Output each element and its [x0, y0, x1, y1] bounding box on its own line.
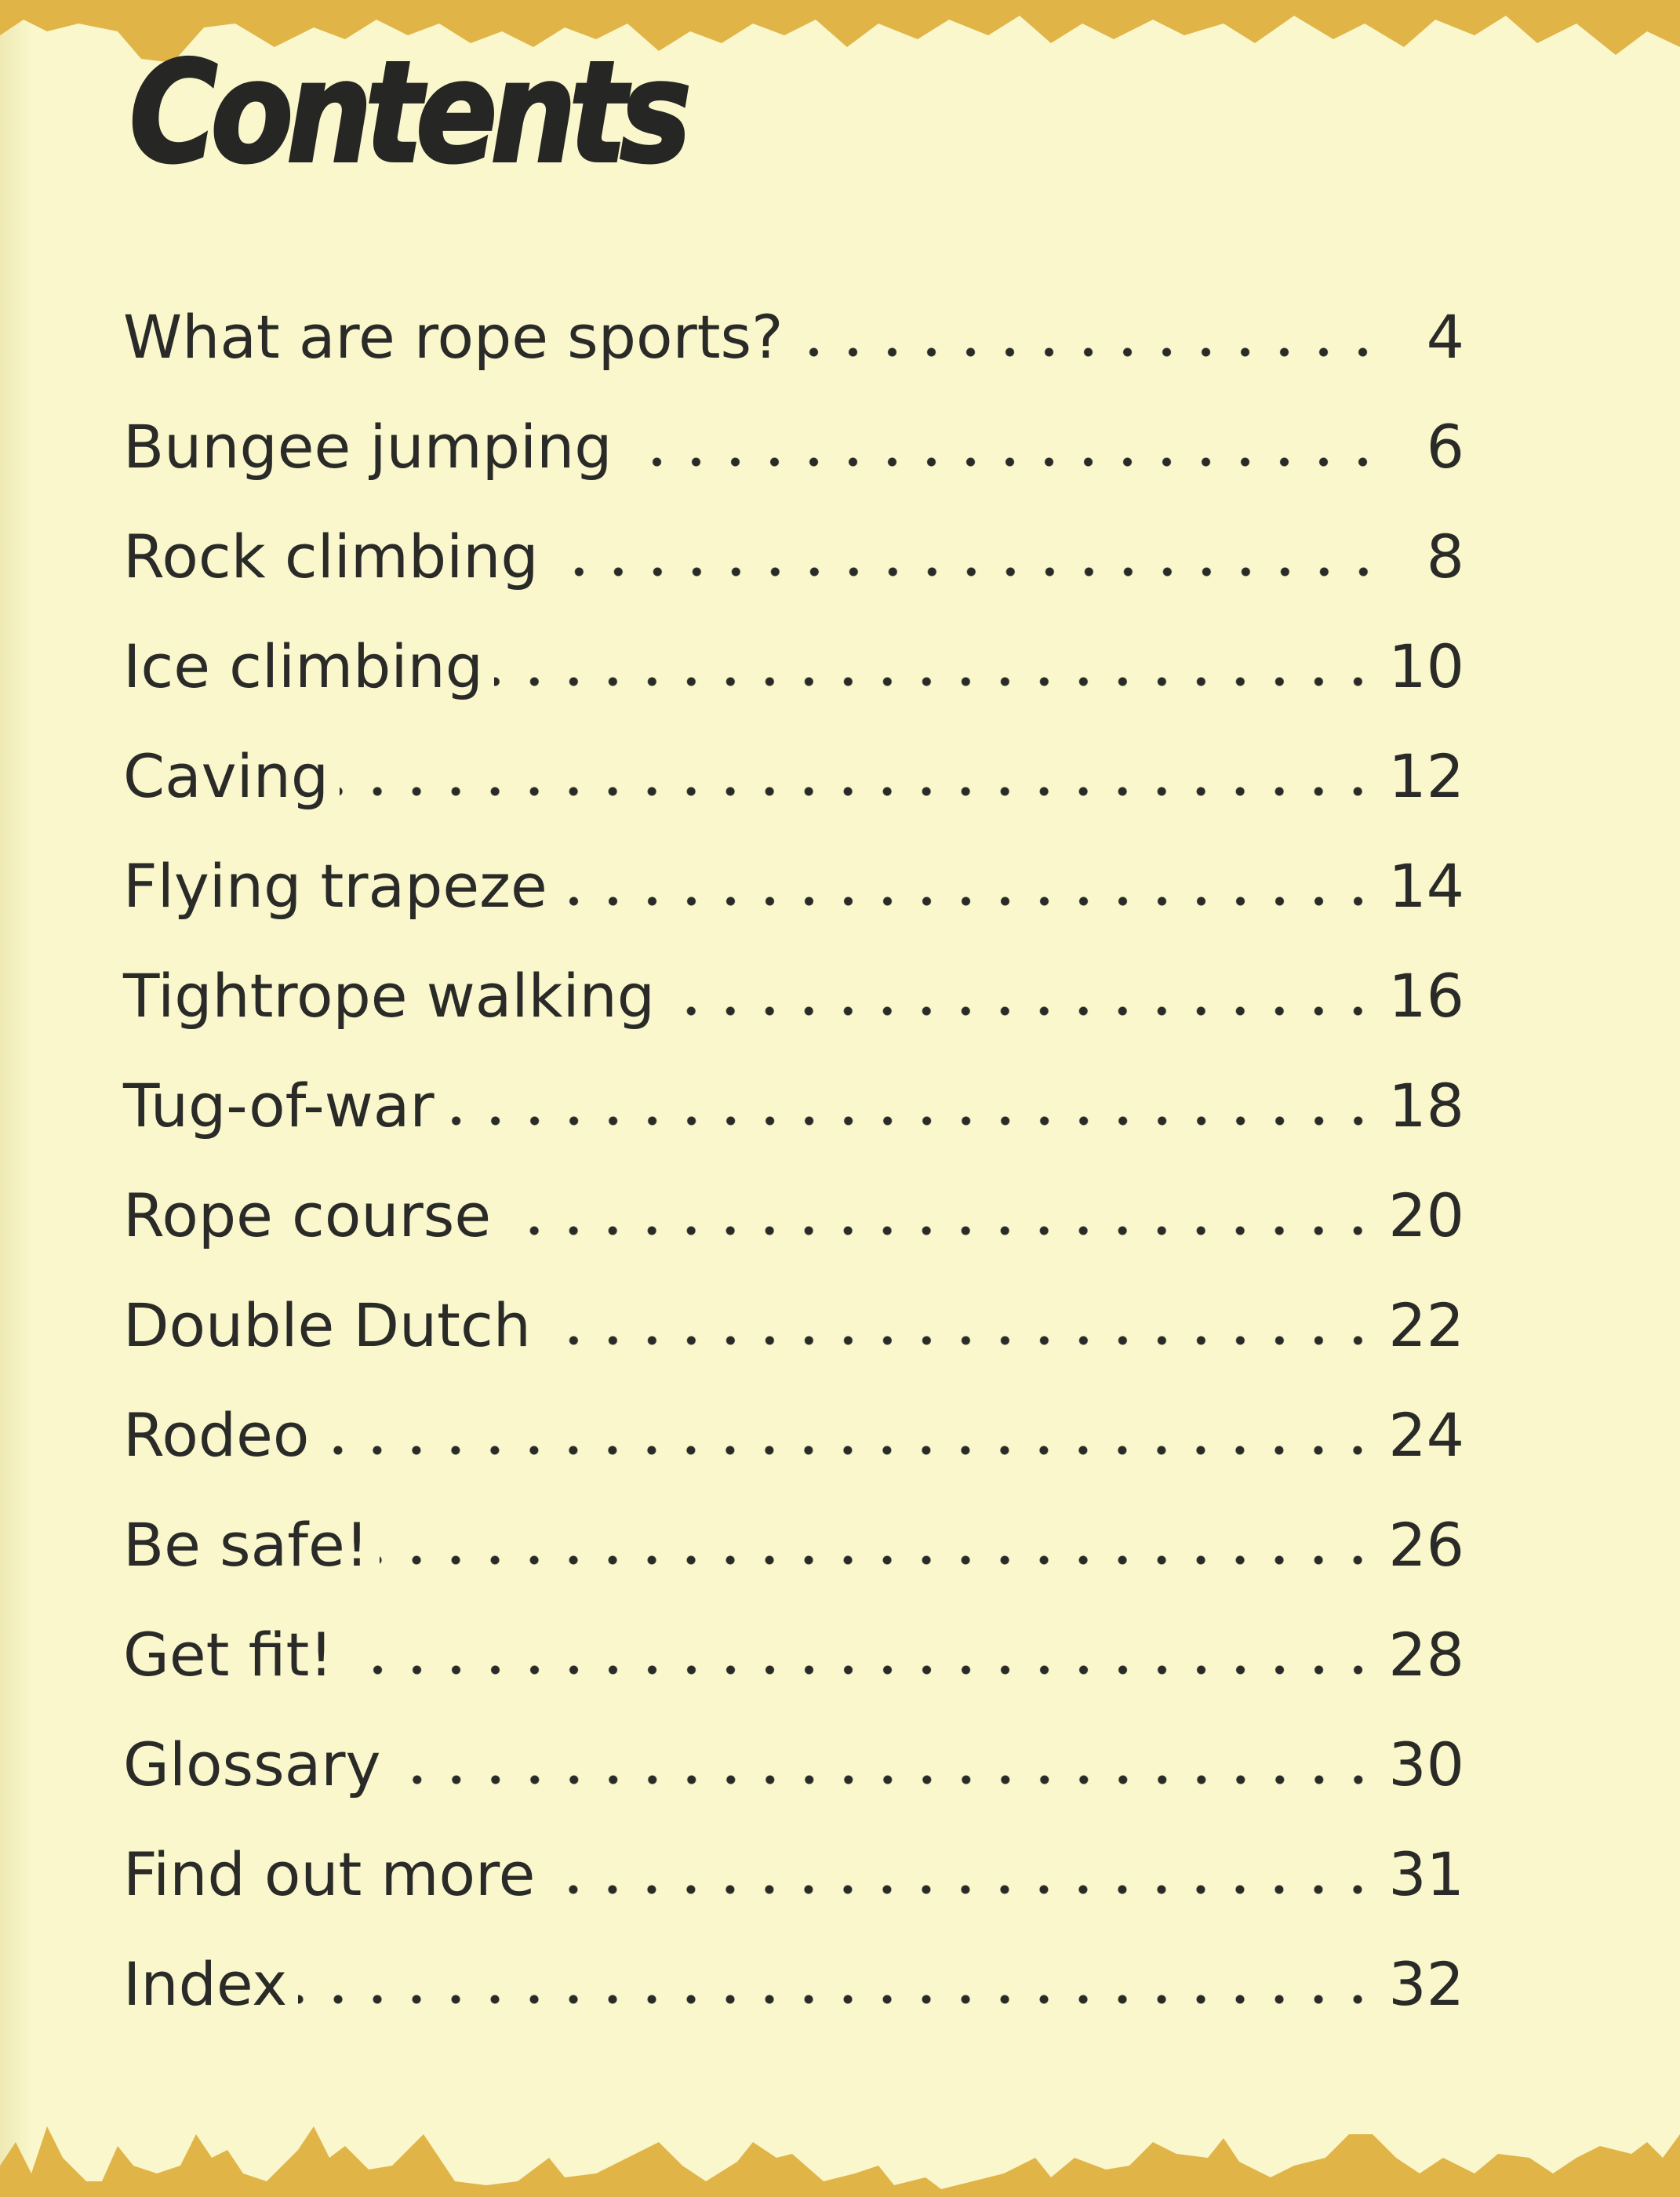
dot-leader [344, 1664, 1378, 1675]
dot-leader [391, 1774, 1378, 1785]
toc-entry: Tightrope walking 16 [123, 941, 1464, 1051]
dot-leader [380, 1555, 1378, 1566]
toc-entry-page-number: 24 [1388, 1400, 1464, 1470]
page-title: Contents [128, 30, 693, 195]
toc-entry-title: Tug-of-war [123, 1071, 435, 1140]
toc-entry-title: Find out more [123, 1839, 536, 1909]
toc-entry-title: Be safe! [123, 1510, 369, 1580]
toc-entry: What are rope sports? 4 [123, 282, 1464, 392]
dot-leader [623, 456, 1383, 467]
toc-entry-page-number: 8 [1426, 522, 1464, 591]
dot-leader [549, 566, 1383, 577]
toc-entry-title: Get fit! [123, 1620, 333, 1690]
toc-entry: Glossary 30 [123, 1710, 1464, 1820]
toc-entry: Caving 12 [123, 722, 1464, 831]
dot-leader [502, 1225, 1378, 1236]
toc-entry-title: Flying trapeze [123, 851, 547, 921]
toc-entry: Be safe! 26 [123, 1490, 1464, 1600]
toc-entry-page-number: 16 [1388, 961, 1464, 1031]
dot-leader [320, 1445, 1378, 1456]
dot-leader [298, 1994, 1378, 2005]
toc-entry: Rope course 20 [123, 1161, 1464, 1271]
toc-entry: Rock climbing 8 [123, 502, 1464, 612]
toc-entry-title: Caving [123, 741, 329, 811]
toc-entry-page-number: 10 [1388, 631, 1464, 701]
dot-leader [445, 1115, 1378, 1126]
dot-leader [666, 1006, 1378, 1017]
toc-entry-page-number: 28 [1388, 1620, 1464, 1690]
toc-entry-page-number: 31 [1388, 1839, 1464, 1909]
toc-entry: Get fit! 28 [123, 1600, 1464, 1710]
toc-entry: Rodeo 24 [123, 1380, 1464, 1490]
toc-entry-title: Bungee jumping [123, 412, 613, 482]
table-of-contents: What are rope sports? 4 Bungee jumping 6 Roc… [123, 282, 1464, 2039]
dot-leader [493, 676, 1378, 687]
dot-leader [558, 896, 1378, 907]
toc-entry: Find out more 31 [123, 1820, 1464, 1930]
painted-top-border [0, 0, 1680, 63]
toc-entry-page-number: 6 [1426, 412, 1464, 482]
toc-entry-title: Tightrope walking [123, 961, 656, 1031]
dot-leader [541, 1335, 1378, 1346]
toc-entry-page-number: 12 [1388, 741, 1464, 811]
dot-leader [794, 347, 1383, 358]
toc-entry: Tug-of-war 18 [123, 1051, 1464, 1161]
toc-entry-title: Index [123, 1949, 288, 2019]
toc-entry-title: Ice climbing [123, 631, 483, 701]
toc-entry-title: Double Dutch [123, 1290, 531, 1360]
toc-entry-page-number: 20 [1388, 1180, 1464, 1250]
toc-entry: Index 32 [123, 1930, 1464, 2039]
toc-entry: Double Dutch 22 [123, 1271, 1464, 1380]
page-gutter-shadow [0, 0, 31, 2197]
toc-entry-page-number: 22 [1388, 1290, 1464, 1360]
toc-entry-title: Rodeo [123, 1400, 310, 1470]
toc-entry: Flying trapeze 14 [123, 831, 1464, 941]
toc-entry: Bungee jumping 6 [123, 392, 1464, 502]
toc-entry-title: Glossary [123, 1730, 381, 1799]
toc-entry-title: Rope course [123, 1180, 492, 1250]
dot-leader [340, 786, 1378, 797]
toc-entry: Ice climbing 10 [123, 612, 1464, 722]
toc-entry-title: What are rope sports? [123, 302, 784, 372]
toc-entry-title: Rock climbing [123, 522, 539, 591]
painted-bottom-border [0, 2126, 1680, 2197]
toc-entry-page-number: 32 [1388, 1949, 1464, 2019]
dot-leader [546, 1884, 1378, 1895]
toc-entry-page-number: 14 [1388, 851, 1464, 921]
toc-entry-page-number: 30 [1388, 1730, 1464, 1799]
toc-entry-page-number: 26 [1388, 1510, 1464, 1580]
toc-entry-page-number: 4 [1426, 302, 1464, 372]
toc-entry-page-number: 18 [1388, 1071, 1464, 1140]
